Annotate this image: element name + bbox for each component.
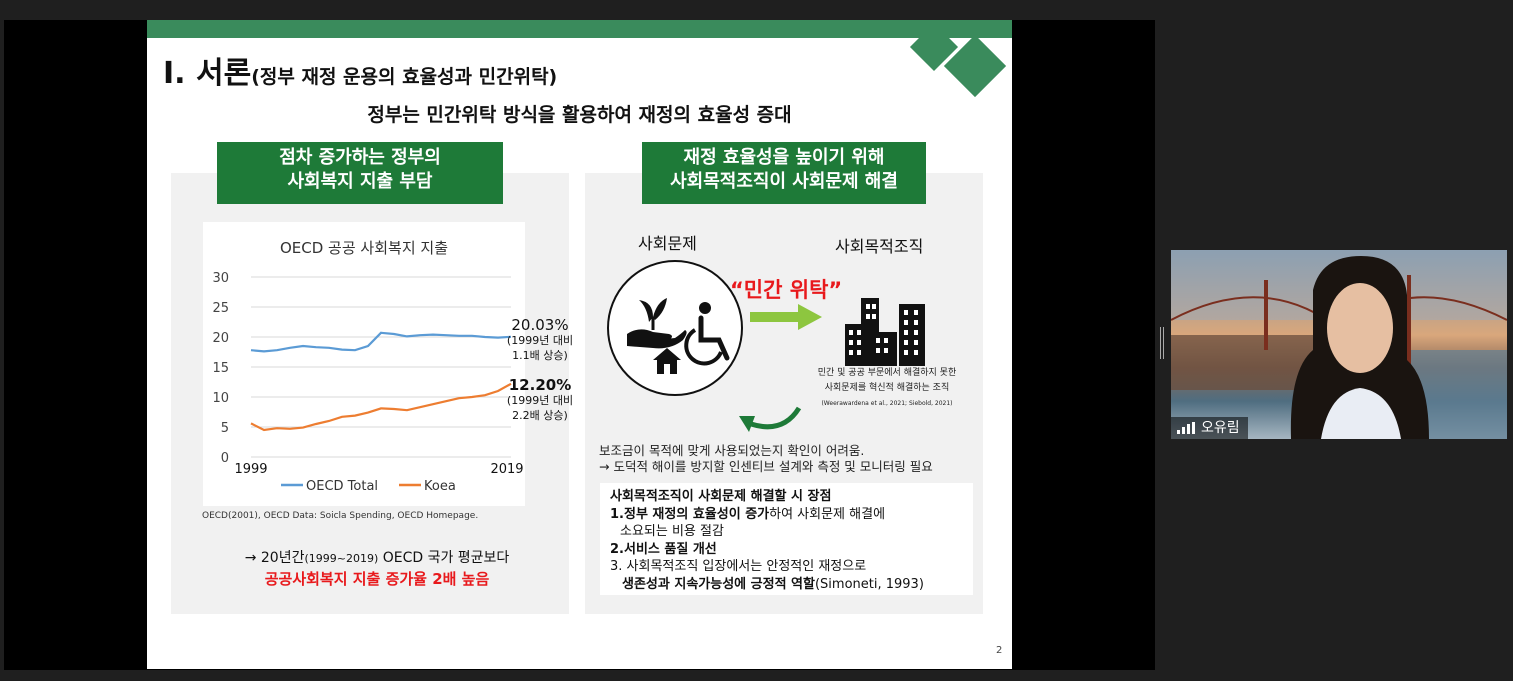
- panel-resize-handle[interactable]: [1160, 327, 1164, 359]
- annotation-note: 2.2배 상승): [512, 409, 568, 422]
- advantages-box: 사회목적조직이 사회문제 해결할 시 장점 1.정부 재정의 효율성이 증가하여…: [600, 483, 973, 595]
- chart-annotation: 12.20% (1999년 대비 2.2배 상승): [499, 378, 581, 423]
- y-tick-label: 5: [221, 421, 229, 436]
- page-number: 2: [996, 645, 1003, 656]
- legend-label: Koea: [424, 479, 456, 494]
- presentation-slide: I. 서론(정부 재정 운용의 효율성과 민간위탁) 정부는 민간위탁 방식을 …: [147, 20, 1012, 669]
- curved-arrow-icon: [739, 406, 802, 432]
- participant-video[interactable]: [1171, 250, 1507, 439]
- social-problem-label: 사회문제: [638, 234, 697, 253]
- x-tick-label: 2019: [490, 462, 523, 477]
- social-problem-circle: [607, 260, 743, 396]
- y-tick-label: 25: [212, 301, 229, 316]
- y-tick-label: 30: [212, 271, 229, 286]
- chart-container: OECD 공공 사회복지 지출 0 5 10 15 20 25 30 1999 2019 OECD …: [203, 222, 525, 506]
- welfare-icon: [627, 298, 730, 374]
- chart-annotation: 20.03% (1999년 대비 1.1배 상승): [499, 318, 581, 363]
- chart-source: OECD(2001), OECD Data: Soicla Spending, …: [202, 511, 479, 521]
- x-tick-label: 1999: [234, 462, 267, 477]
- annotation-value: 20.03%: [511, 316, 569, 334]
- series-line: [250, 331, 512, 353]
- annotation-note: (1999년 대비: [506, 394, 574, 407]
- left-panel-header: 점차 증가하는 정부의 사회복지 지출 부담: [217, 142, 503, 204]
- line-chart: OECD 공공 사회복지 지출 0 5 10 15 20 25 30 1999 2019 OECD …: [212, 239, 523, 494]
- participant-name-tag: 오유림: [1171, 417, 1248, 439]
- chart-title: OECD 공공 사회복지 지출: [280, 239, 448, 257]
- private-consign-label: “민간 위탁”: [730, 278, 843, 302]
- annotation-value: 12.20%: [508, 376, 572, 394]
- series-line: [250, 382, 512, 432]
- slide-title: I. 서론(정부 재정 운용의 효율성과 민간위탁): [163, 56, 558, 91]
- subsidy-check-note: 보조금이 목적에 맞게 사용되었는지 확인이 어려움. → 도덕적 해이를 방지…: [599, 443, 933, 474]
- right-arrow-icon: [750, 304, 822, 330]
- org-description: 민간 및 공공 부문에서 해결하지 못한 사회문제를 혁신적 해결하는 조직 (…: [817, 368, 957, 407]
- annotation-note: (1999년 대비: [506, 334, 574, 347]
- annotation-note: 1.1배 상승): [512, 349, 568, 362]
- signal-icon: [1177, 422, 1195, 434]
- right-panel-header: 재정 효율성을 높이기 위해 사회목적조직이 사회문제 해결: [642, 142, 926, 204]
- social-org-label: 사회목적조직: [835, 237, 924, 256]
- conclusion: → 20년간(1999~2019) OECD 국가 평균보다 공공사회복지 지출…: [244, 550, 510, 588]
- slide-subtitle: 정부는 민간위탁 방식을 활용하여 재정의 효율성 증대: [367, 104, 792, 126]
- building-icon: [845, 298, 925, 366]
- participant-name: 오유림: [1201, 420, 1240, 436]
- y-tick-label: 10: [212, 391, 229, 406]
- slide-top-bar: [147, 20, 1012, 38]
- legend-label: OECD Total: [306, 479, 378, 494]
- y-tick-label: 0: [221, 451, 229, 466]
- y-tick-label: 20: [212, 331, 229, 346]
- y-tick-label: 15: [212, 361, 229, 376]
- video-frame: [1171, 250, 1507, 439]
